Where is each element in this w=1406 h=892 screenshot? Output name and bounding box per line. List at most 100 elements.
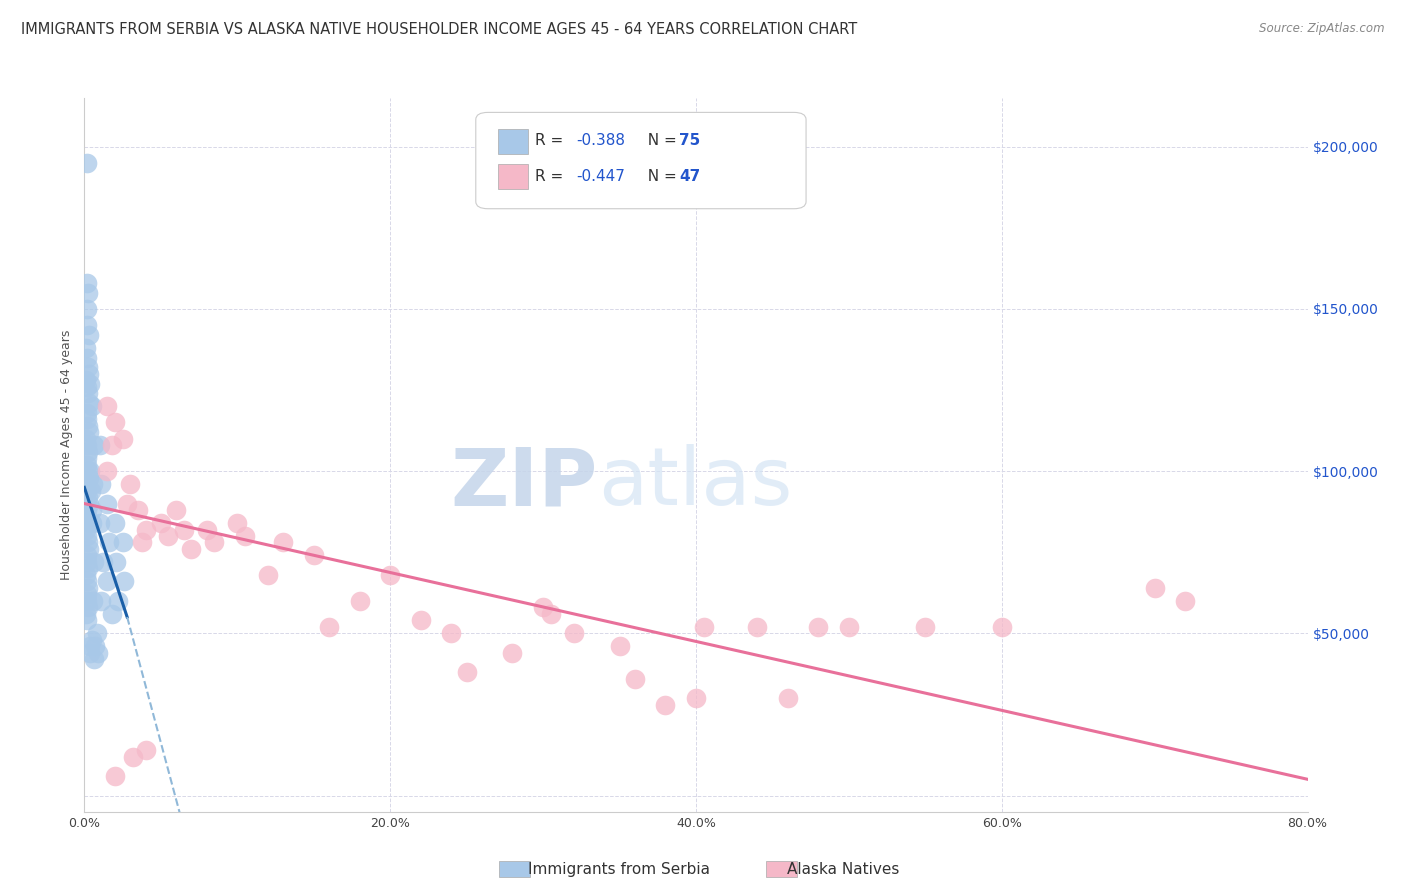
Bar xyxy=(498,128,529,153)
Point xyxy=(96,399,118,413)
Point xyxy=(77,464,100,478)
Point xyxy=(257,568,280,582)
Point xyxy=(149,516,172,530)
Point xyxy=(76,318,98,333)
Point xyxy=(77,516,100,530)
Point xyxy=(79,646,101,660)
Point xyxy=(76,529,98,543)
Point xyxy=(233,529,256,543)
Point xyxy=(692,620,714,634)
Point xyxy=(96,464,118,478)
Point xyxy=(86,626,108,640)
Point xyxy=(79,640,101,654)
Point xyxy=(131,535,153,549)
Point xyxy=(76,594,98,608)
Point xyxy=(91,555,114,569)
Point xyxy=(165,503,187,517)
Point xyxy=(747,620,769,634)
Point xyxy=(75,432,97,446)
Point xyxy=(112,574,135,589)
Point xyxy=(111,535,134,549)
Text: atlas: atlas xyxy=(598,444,793,523)
Bar xyxy=(499,861,530,877)
FancyBboxPatch shape xyxy=(475,112,806,209)
Point xyxy=(135,523,157,537)
Point xyxy=(127,503,149,517)
Point xyxy=(1174,594,1197,608)
Point xyxy=(685,691,707,706)
Point xyxy=(202,535,225,549)
Bar xyxy=(498,164,529,189)
Point xyxy=(89,516,111,530)
Point xyxy=(105,555,128,569)
Point xyxy=(82,477,104,491)
Point xyxy=(502,646,524,660)
Point xyxy=(838,620,860,634)
Bar xyxy=(766,861,797,877)
Point xyxy=(96,497,118,511)
Point xyxy=(180,541,202,556)
Point xyxy=(318,620,340,634)
Point xyxy=(562,626,585,640)
Point xyxy=(76,509,98,524)
Point xyxy=(76,386,98,401)
Point xyxy=(77,470,100,484)
Point xyxy=(76,555,98,569)
Point xyxy=(76,380,98,394)
Y-axis label: Householder Income Ages 45 - 64 years: Householder Income Ages 45 - 64 years xyxy=(59,330,73,580)
Point xyxy=(97,535,120,549)
Point xyxy=(75,523,97,537)
Point xyxy=(76,444,98,458)
Text: ZIP: ZIP xyxy=(451,444,598,523)
Point xyxy=(173,523,195,537)
Text: Source: ZipAtlas.com: Source: ZipAtlas.com xyxy=(1260,22,1385,36)
Point xyxy=(76,451,98,466)
Point xyxy=(76,301,98,316)
Text: IMMIGRANTS FROM SERBIA VS ALASKA NATIVE HOUSEHOLDER INCOME AGES 45 - 64 YEARS CO: IMMIGRANTS FROM SERBIA VS ALASKA NATIVE … xyxy=(21,22,858,37)
Point xyxy=(1143,581,1166,595)
Text: R =: R = xyxy=(534,169,568,184)
Point xyxy=(540,607,562,621)
Point xyxy=(83,438,105,452)
Point xyxy=(76,458,98,472)
Point xyxy=(76,490,98,504)
Point xyxy=(77,497,100,511)
Point xyxy=(271,535,294,549)
Point xyxy=(991,620,1014,634)
Point xyxy=(77,561,100,575)
Point xyxy=(77,541,100,556)
Point xyxy=(77,396,100,410)
Point xyxy=(104,769,127,783)
Point xyxy=(76,438,98,452)
Point xyxy=(380,568,402,582)
Point xyxy=(120,477,142,491)
Point xyxy=(80,399,103,413)
Point xyxy=(80,632,103,647)
Point xyxy=(77,367,100,381)
Point xyxy=(76,535,98,549)
Point xyxy=(195,523,218,537)
Point xyxy=(111,432,134,446)
Point xyxy=(76,412,98,426)
Point xyxy=(76,503,98,517)
Point xyxy=(440,626,463,640)
Point xyxy=(456,665,478,680)
Point xyxy=(349,594,371,608)
Point xyxy=(76,581,98,595)
Point xyxy=(302,549,325,563)
Point xyxy=(77,418,100,433)
Point xyxy=(76,574,98,589)
Point xyxy=(89,438,111,452)
Point xyxy=(75,341,97,355)
Point xyxy=(76,549,98,563)
Text: Immigrants from Serbia: Immigrants from Serbia xyxy=(527,863,710,877)
Point xyxy=(409,613,432,627)
Text: N =: N = xyxy=(638,169,682,184)
Point xyxy=(75,477,97,491)
Point xyxy=(115,497,138,511)
Point xyxy=(157,529,180,543)
Point xyxy=(75,568,97,582)
Point xyxy=(87,646,110,660)
Point xyxy=(79,376,101,391)
Point xyxy=(82,594,104,608)
